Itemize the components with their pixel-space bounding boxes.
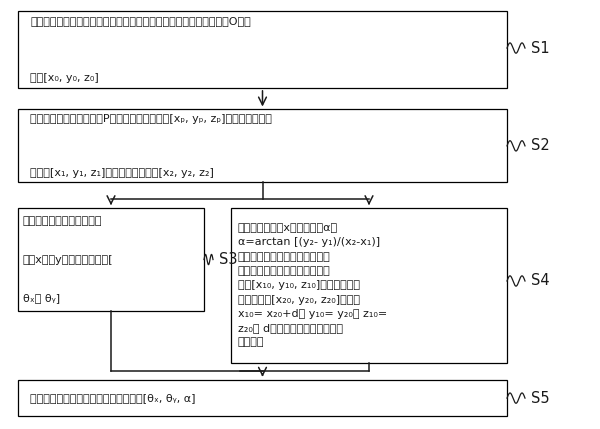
Text: α=arctan [(y₂- y₁)/(x₂-x₁)]: α=arctan [(y₂- y₁)/(x₂-x₁)] bbox=[238, 237, 380, 248]
Bar bbox=[18, 109, 507, 182]
Text: 通过支撇脚固定工程机械本体于地面，设置车载全站仪的水平基准点O的坐: 通过支撇脚固定工程机械本体于地面，设置车载全站仪的水平基准点O的坐 bbox=[30, 16, 251, 26]
Text: z₂₀； d为第一棱镜与第二棱镜的: z₂₀； d为第一棱镜与第二棱镜的 bbox=[238, 323, 343, 333]
Bar bbox=[231, 208, 507, 363]
Text: 水平间距: 水平间距 bbox=[238, 338, 265, 347]
Bar bbox=[18, 380, 507, 416]
Text: 得到工程机械在x方向倾角为α，: 得到工程机械在x方向倾角为α， bbox=[238, 223, 338, 233]
Text: 本体后得到的第一棱镜坐标值初: 本体后得到的第一棱镜坐标值初 bbox=[238, 266, 331, 276]
Bar bbox=[18, 11, 507, 88]
Text: x₁₀= x₂₀+d， y₁₀= y₂₀， z₁₀=: x₁₀= x₂₀+d， y₁₀= y₂₀， z₁₀= bbox=[238, 309, 387, 319]
Text: 标为[x₀, y₀, z₀]: 标为[x₀, y₀, z₀] bbox=[30, 73, 99, 83]
Text: 向在x轴、y轴的倾角分别为[: 向在x轴、y轴的倾角分别为[ bbox=[23, 254, 113, 265]
Text: 在车载全站仪输入已知点P的第三棱镜的坐标值[xₚ, yₚ, zₚ]，得到第一棱镜: 在车载全站仪输入已知点P的第三棱镜的坐标值[xₚ, yₚ, zₚ]，得到第一棱镜 bbox=[30, 114, 272, 124]
Text: S5: S5 bbox=[531, 391, 550, 405]
Text: S2: S2 bbox=[531, 139, 550, 153]
Text: 重力倾角传感器读取重力方: 重力倾角传感器读取重力方 bbox=[23, 217, 102, 227]
Text: 控制模块得到工程机械本体的姿态坐标[θₓ, θᵧ, α]: 控制模块得到工程机械本体的姿态坐标[θₓ, θᵧ, α] bbox=[30, 393, 196, 403]
Text: 始值[x₁₀, y₁₀, z₁₀]和第二棱镜坐: 始值[x₁₀, y₁₀, z₁₀]和第二棱镜坐 bbox=[238, 280, 360, 290]
Text: S3: S3 bbox=[219, 252, 238, 267]
Text: 标值初始值[x₂₀, y₂₀, z₂₀]，满足: 标值初始值[x₂₀, y₂₀, z₂₀]，满足 bbox=[238, 295, 360, 305]
Text: θₓ， θᵧ]: θₓ， θᵧ] bbox=[23, 293, 60, 302]
Bar bbox=[18, 208, 204, 311]
Text: S1: S1 bbox=[531, 41, 550, 55]
Text: 其中，在水平地面安装工程机械: 其中，在水平地面安装工程机械 bbox=[238, 252, 331, 262]
Text: 坐标值[x₁, y₁, z₁]和第二棱镜坐标值[x₂, y₂, z₂]: 坐标值[x₁, y₁, z₁]和第二棱镜坐标值[x₂, y₂, z₂] bbox=[30, 168, 214, 178]
Text: S4: S4 bbox=[531, 274, 550, 288]
